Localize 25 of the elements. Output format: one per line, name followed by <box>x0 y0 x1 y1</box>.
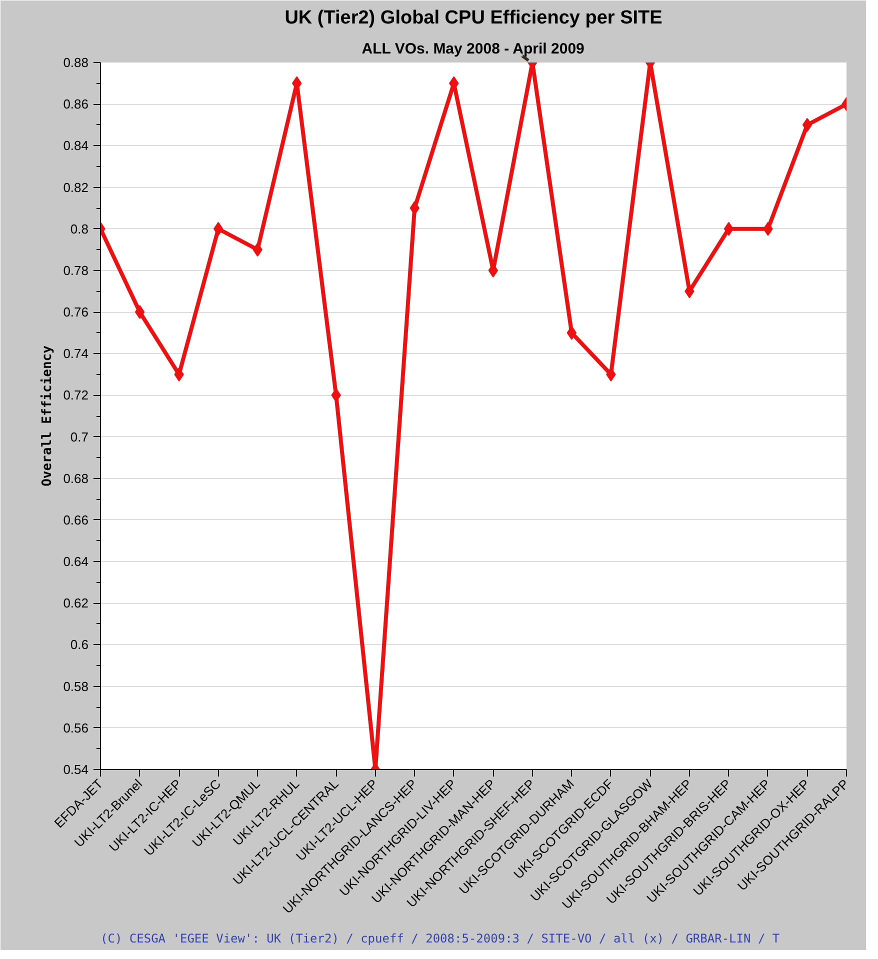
point <box>724 222 734 236</box>
y-axis-title: Overall Efficiency <box>40 345 56 486</box>
y-tick-label: 0.74 <box>63 346 89 362</box>
y-tick-label: 0.7 <box>70 429 89 444</box>
y-tick-label: 0.84 <box>63 138 89 154</box>
y-tick-label: 0.58 <box>63 678 89 694</box>
y-tick-label: 0.78 <box>63 262 89 278</box>
y-tick-label: 0.76 <box>63 304 89 320</box>
y-tick-label: 0.8 <box>70 221 89 236</box>
y-tick-label: 0.62 <box>63 596 89 611</box>
point <box>134 305 145 320</box>
point <box>213 222 224 236</box>
y-tick-label: 0.72 <box>63 388 89 403</box>
y-tick-label: 0.56 <box>63 720 89 736</box>
text: (C) CESGA 'EGEE View': UK (Tier2) / cpueff / 2008:5-2009:3 / SITE-VO / all (x) / GRBAR-LIN / T <box>100 932 780 946</box>
y-tick-label: 0.66 <box>63 512 89 528</box>
y-tick-label: 0.6 <box>70 637 89 652</box>
y-tick-label: 0.54 <box>63 762 89 777</box>
y-tick-label: 0.68 <box>63 470 89 486</box>
y-tick-label: 0.64 <box>63 554 89 570</box>
y-tick-label: 0.86 <box>63 96 89 112</box>
y-tick-label: 0.82 <box>63 180 89 195</box>
chart-title: UK (Tier2) Global CPU Efficiency per SITE <box>284 8 662 28</box>
y-tick-label: 0.88 <box>63 55 89 70</box>
point <box>802 118 812 132</box>
